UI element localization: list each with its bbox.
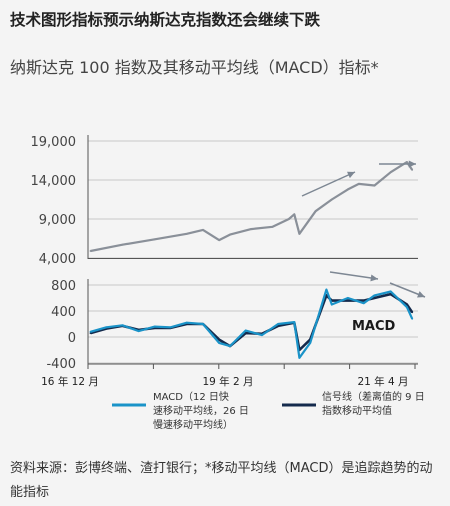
data-point bbox=[325, 294, 328, 297]
legend-label-macd: 慢速移动平均线） bbox=[153, 418, 233, 431]
data-point bbox=[330, 303, 333, 306]
data-point bbox=[309, 342, 312, 344]
data-point bbox=[137, 330, 140, 332]
data-point bbox=[169, 326, 172, 329]
arrow-head bbox=[370, 274, 378, 282]
data-point bbox=[202, 229, 204, 231]
y-tick-label: -400 bbox=[46, 357, 76, 372]
data-point bbox=[389, 293, 392, 295]
y-tick-label: 14,000 bbox=[31, 174, 77, 189]
y-tick-label: 800 bbox=[51, 279, 76, 294]
data-point bbox=[411, 311, 414, 314]
data-point bbox=[261, 334, 263, 336]
data-point bbox=[250, 228, 253, 231]
y-tick-label: 0 bbox=[68, 331, 76, 346]
data-point bbox=[373, 297, 376, 299]
arrow-shaft bbox=[301, 171, 356, 197]
data-point bbox=[271, 225, 274, 228]
chart-subtitle: 纳斯达克 100 指数及其移动平均线（MACD）指标* bbox=[10, 58, 379, 77]
data-point bbox=[153, 325, 156, 328]
flat-arrow bbox=[379, 160, 416, 168]
data-point bbox=[373, 294, 376, 297]
data-point bbox=[218, 342, 221, 344]
y-tick-label: 400 bbox=[51, 305, 76, 320]
arrow-head bbox=[408, 160, 416, 168]
legend-label-macd: MACD（12 日快 bbox=[153, 391, 229, 403]
data-point bbox=[406, 161, 408, 164]
data-point bbox=[357, 183, 360, 185]
y-tick-label: 9,000 bbox=[39, 213, 76, 228]
macd-series-line bbox=[90, 288, 414, 359]
legend-label-macd: 速移动平均线，26 日 bbox=[153, 404, 249, 417]
data-point bbox=[218, 239, 221, 242]
data-point bbox=[347, 299, 349, 302]
data-point bbox=[347, 297, 349, 299]
data-point bbox=[298, 356, 301, 359]
data-point bbox=[362, 302, 365, 305]
y-tick-label: 4,000 bbox=[39, 252, 76, 267]
data-point bbox=[411, 317, 414, 320]
legend-label-signal: 信号线（差离值的 9 日 bbox=[322, 390, 425, 403]
data-point bbox=[325, 288, 328, 291]
data-point bbox=[347, 188, 349, 191]
data-point bbox=[362, 299, 365, 302]
uptrend-arrow bbox=[301, 171, 356, 197]
data-point bbox=[153, 238, 156, 241]
data-point bbox=[389, 290, 392, 293]
data-point bbox=[406, 303, 408, 306]
y-tick-label: 19,000 bbox=[31, 135, 77, 150]
macd-annotation: MACD bbox=[352, 319, 396, 334]
data-point bbox=[298, 232, 301, 235]
data-point bbox=[185, 232, 188, 235]
data-point bbox=[229, 345, 231, 347]
data-point bbox=[105, 326, 108, 329]
data-point bbox=[373, 184, 376, 187]
legend-label-signal: 指数移动平均值 bbox=[322, 404, 392, 417]
source-note: 资料来源：彭博终端、渣打银行；*移动平均线（MACD）是追踪趋势的动能指标 bbox=[10, 461, 433, 500]
data-point bbox=[244, 329, 247, 332]
macd-down-arrow bbox=[329, 271, 379, 282]
x-tick-label: 19 年 2 月 bbox=[202, 375, 253, 388]
data-point bbox=[411, 169, 414, 171]
arrow-head bbox=[417, 291, 425, 298]
data-point bbox=[314, 210, 317, 213]
data-point bbox=[389, 171, 392, 174]
arrow-shaft bbox=[329, 271, 379, 280]
macd-down-arrow bbox=[389, 282, 426, 298]
data-point bbox=[293, 321, 296, 323]
price-series-line bbox=[90, 161, 414, 253]
data-point bbox=[288, 218, 290, 220]
data-point bbox=[202, 323, 204, 325]
x-tick-label: 16 年 12 月 bbox=[41, 375, 99, 388]
data-point bbox=[244, 332, 247, 334]
arrow-head bbox=[347, 171, 355, 179]
data-point bbox=[121, 243, 124, 246]
data-point bbox=[330, 198, 333, 201]
data-point bbox=[121, 324, 124, 327]
x-tick-label: 21 年 4 月 bbox=[357, 375, 408, 388]
data-point bbox=[229, 233, 231, 236]
data-point bbox=[406, 306, 408, 308]
data-point bbox=[218, 338, 221, 341]
data-point bbox=[277, 323, 279, 325]
chart-title: 技术图形指标预示纳斯达克指数还会继续下跌 bbox=[10, 11, 321, 29]
data-point bbox=[89, 330, 92, 333]
data-point bbox=[293, 213, 296, 216]
data-point bbox=[89, 250, 92, 252]
data-point bbox=[185, 321, 188, 324]
